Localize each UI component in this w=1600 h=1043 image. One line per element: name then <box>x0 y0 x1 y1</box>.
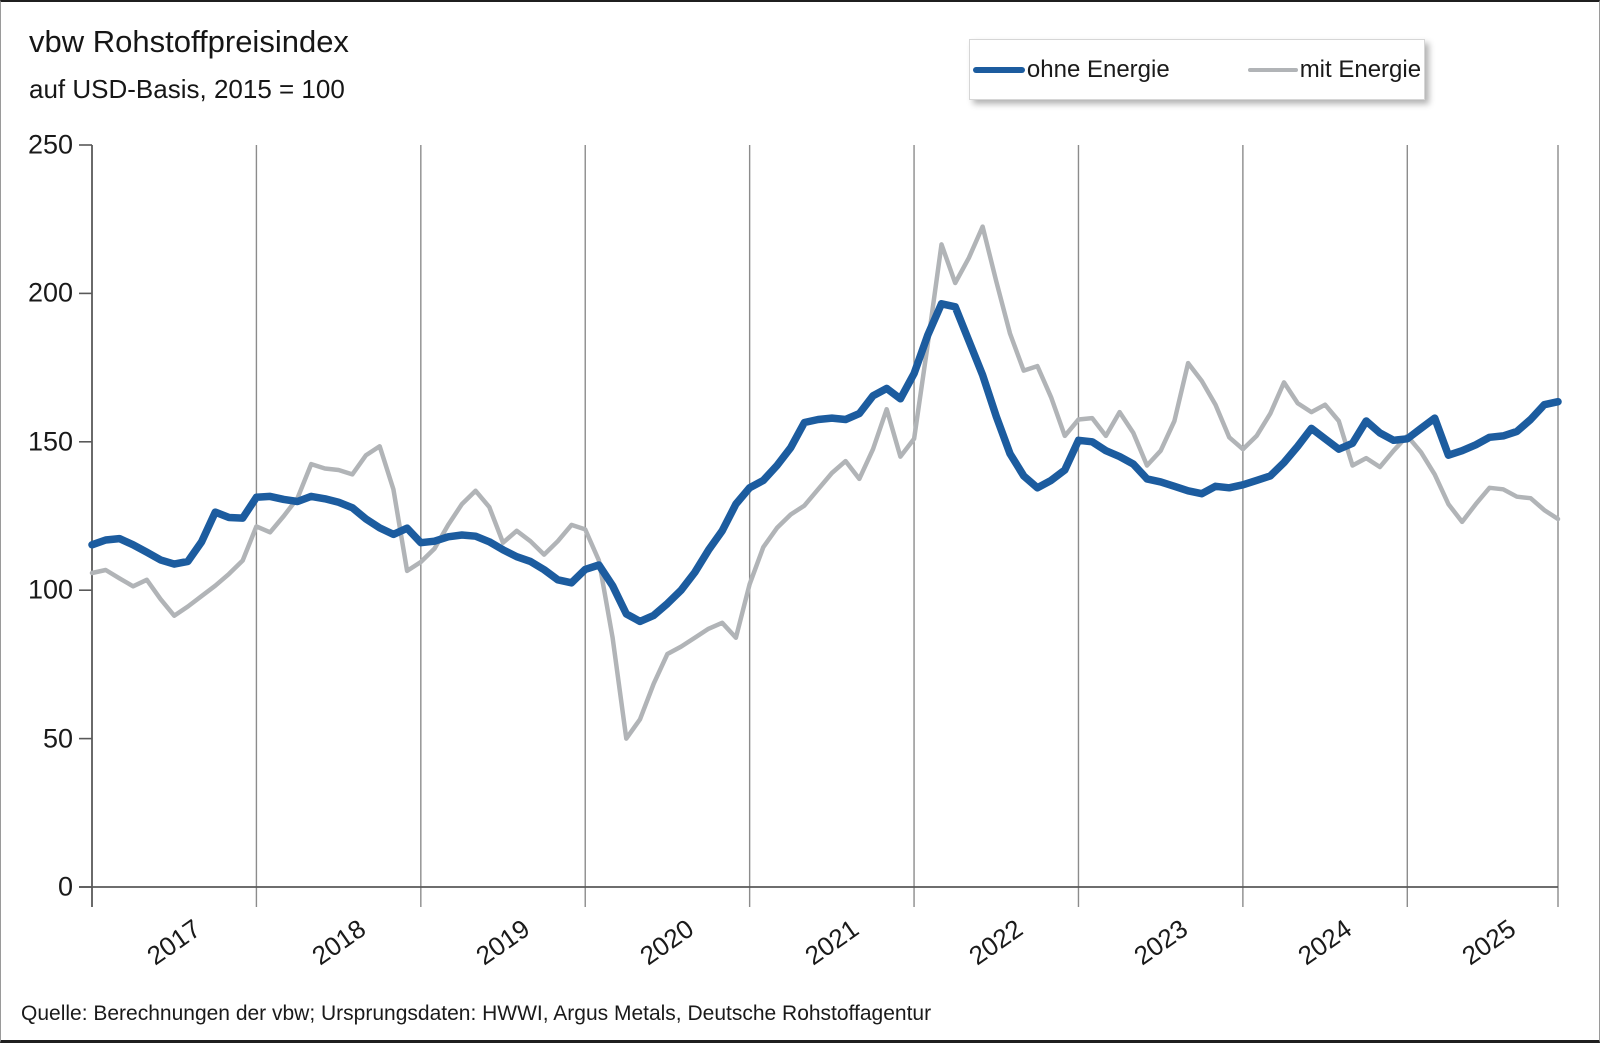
y-tick-label: 50 <box>42 723 73 754</box>
source-note: Quelle: Berechnungen der vbw; Ursprungsd… <box>21 1002 932 1025</box>
legend-swatch-ohne-energie-icon <box>972 66 1025 73</box>
y-tick-label: 0 <box>57 871 73 902</box>
y-tick-label: 250 <box>27 129 73 160</box>
chart-subtitle: auf USD-Basis, 2015 = 100 <box>29 74 345 104</box>
legend-swatch-mit-energie-icon <box>1247 67 1298 72</box>
legend-item-mit-energie: mit Energie <box>1247 55 1422 84</box>
y-tick-label: 200 <box>27 277 73 308</box>
legend: ohne Energie mit Energie <box>969 39 1425 100</box>
legend-label-ohne-energie: ohne Energie <box>1026 55 1170 83</box>
line-ohne-energie <box>88 300 1562 626</box>
legend-item-ohne-energie: ohne Energie <box>972 55 1170 84</box>
y-tick-label: 150 <box>27 426 73 457</box>
line-mit-energie <box>89 224 1561 741</box>
legend-label-mit-energie: mit Energie <box>1299 55 1422 83</box>
y-tick-label: 100 <box>27 574 73 605</box>
chart-title: vbw Rohstoffpreisindex <box>29 24 349 59</box>
